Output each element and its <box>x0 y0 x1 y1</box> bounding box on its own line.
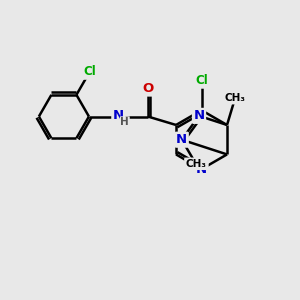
Text: N: N <box>194 110 205 122</box>
Text: N: N <box>113 109 124 122</box>
Text: CH₃: CH₃ <box>225 93 246 103</box>
Text: Cl: Cl <box>83 65 96 78</box>
Text: N: N <box>196 163 207 176</box>
Text: CH₃: CH₃ <box>185 159 206 169</box>
Text: H: H <box>121 117 129 127</box>
Text: O: O <box>142 82 154 95</box>
Text: Cl: Cl <box>195 74 208 87</box>
Text: N: N <box>176 133 187 146</box>
